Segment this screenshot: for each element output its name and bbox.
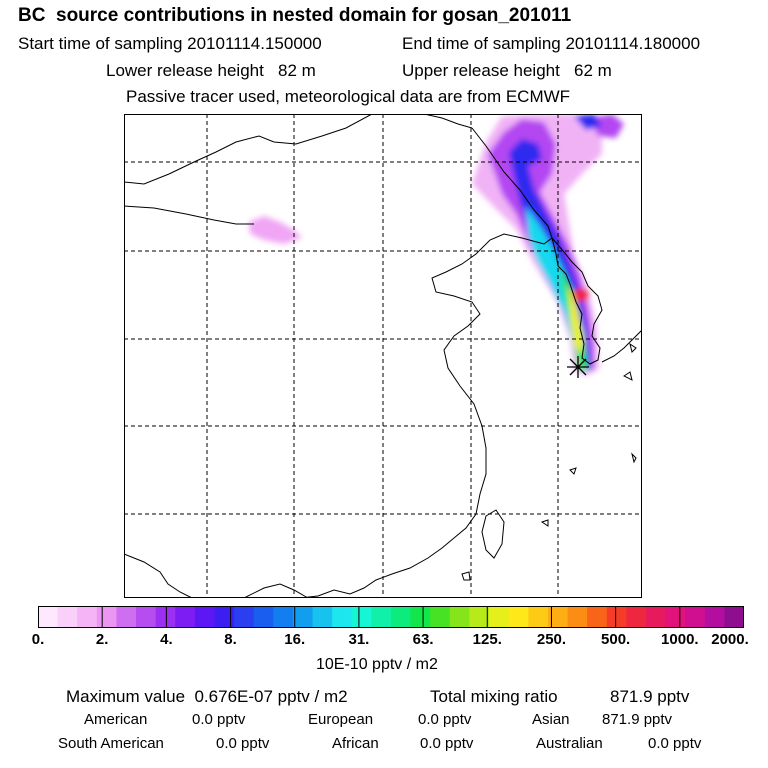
region-label-australian: Australian: [536, 735, 603, 752]
colorbar-swatch: [253, 606, 274, 628]
colorbar-swatch: [371, 606, 392, 628]
colorbar-swatch: [175, 606, 196, 628]
colorbar-swatch: [704, 606, 725, 628]
colorbar-tick: 1000.: [661, 631, 699, 648]
tracer-note: Passive tracer used, meteorological data…: [126, 87, 571, 106]
colorbar-swatch: [351, 606, 372, 628]
colorbar-swatch: [136, 606, 157, 628]
colorbar-swatch: [469, 606, 490, 628]
colorbar-swatch: [528, 606, 549, 628]
region-value-african: 0.0 pptv: [420, 735, 474, 752]
upper-release-height: Upper release height 62 m: [402, 61, 612, 80]
coastline: [124, 114, 642, 598]
colorbar-swatch: [508, 606, 529, 628]
region-label-european: European: [308, 711, 374, 728]
region-label-african: African: [332, 735, 379, 752]
region-label-south-american: South American: [58, 735, 164, 752]
sampling-end: End time of sampling 20101114.180000: [402, 34, 701, 53]
region-value-european: 0.0 pptv: [418, 711, 472, 728]
colorbar-tick: 250.: [536, 631, 567, 648]
colorbar: [38, 606, 744, 628]
region-label-american: American: [84, 711, 148, 728]
colorbar-tick: 4.: [160, 631, 173, 648]
colorbar-swatch: [606, 606, 627, 628]
colorbar-tick: 63.: [412, 631, 434, 648]
colorbar-swatch: [312, 606, 333, 628]
lat-lon-grid: [124, 114, 642, 598]
colorbar-swatch: [685, 606, 706, 628]
colorbar-swatch: [567, 606, 588, 628]
region-value-australian: 0.0 pptv: [648, 735, 702, 752]
colorbar-tick: 8.: [224, 631, 237, 648]
region-value-american: 0.0 pptv: [192, 711, 246, 728]
colorbar-tick: 500.: [601, 631, 631, 648]
receptor-marker-icon: [567, 356, 589, 378]
colorbar-tick: 2000.: [711, 631, 749, 648]
maximum-value: Maximum value 0.676E-07 pptv / m2: [66, 687, 348, 706]
colorbar-swatch: [410, 606, 431, 628]
colorbar-swatch: [155, 606, 176, 628]
region-value-asian: 871.9 pptv: [602, 711, 673, 728]
colorbar-tick: 125.: [472, 631, 502, 648]
colorbar-swatch: [38, 606, 59, 628]
colorbar-swatch: [273, 606, 294, 628]
colorbar-swatch: [96, 606, 117, 628]
colorbar-swatch: [57, 606, 78, 628]
colorbar-swatch: [292, 606, 314, 628]
colorbar-swatch: [391, 606, 412, 628]
colorbar-tick: 2.: [95, 631, 109, 648]
lower-release-height: Lower release height 82 m: [106, 61, 316, 80]
colorbar-swatch: [332, 606, 353, 628]
colorbar-swatch: [116, 606, 137, 628]
colorbar-swatch: [214, 606, 235, 628]
total-mixing-value: 871.9 pptv: [610, 687, 690, 706]
map-title: BC source contributions in nested domain…: [18, 5, 572, 26]
colorbar-tick: 31.: [348, 631, 370, 648]
sampling-start: Start time of sampling 20101114.150000: [18, 34, 322, 53]
colorbar-unit: 10E-10 pptv / m2: [316, 656, 438, 673]
concentration-plume: [249, 114, 624, 376]
colorbar-border: [38, 606, 744, 628]
colorbar-swatch: [77, 606, 98, 628]
colorbar-swatch: [194, 606, 215, 628]
colorbar-tick: 16.: [284, 631, 306, 648]
colorbar-swatch: [449, 606, 470, 628]
region-label-asian: Asian: [532, 711, 570, 728]
region-value-south-american: 0.0 pptv: [216, 735, 270, 752]
map-plot: [124, 114, 642, 598]
colorbar-swatch: [547, 606, 568, 628]
colorbar-swatch: [587, 606, 608, 628]
total-mixing-label: Total mixing ratio: [430, 687, 558, 706]
colorbar-tick: 0.: [31, 631, 45, 648]
colorbar-swatch: [724, 606, 744, 628]
colorbar-swatch: [665, 606, 686, 628]
colorbar-swatch: [645, 606, 667, 628]
colorbar-swatch: [234, 606, 255, 628]
colorbar-swatch: [489, 606, 510, 628]
colorbar-swatch: [626, 606, 647, 628]
colorbar-swatch: [430, 606, 451, 628]
